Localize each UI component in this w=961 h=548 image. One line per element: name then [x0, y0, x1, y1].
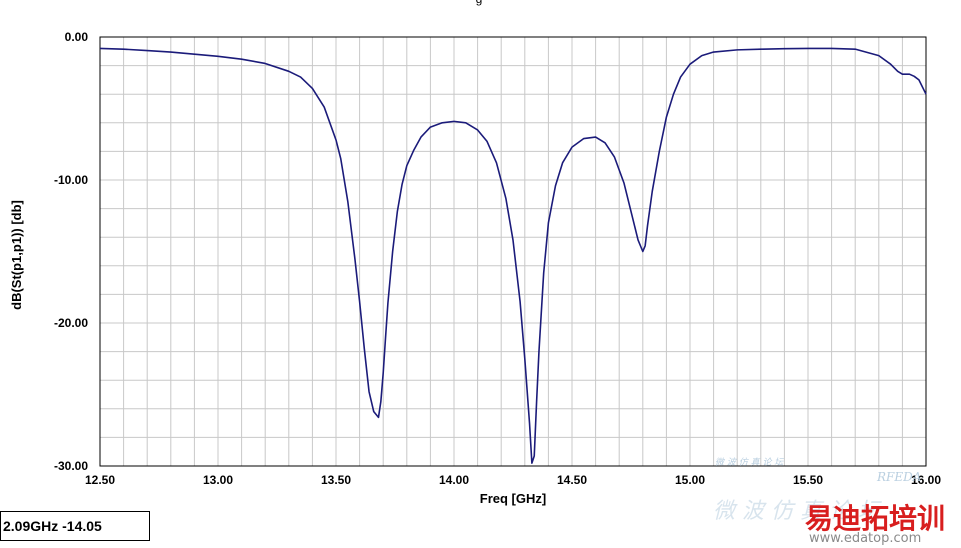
- chart-title-fragment: g: [476, 0, 483, 6]
- y-tick-label: -30.00: [54, 459, 88, 473]
- marker-readout: 2.09GHz -14.05: [0, 511, 150, 541]
- y-axis: 0.00 -10.00 -20.00 -30.00: [54, 30, 88, 473]
- x-tick-label: 15.50: [793, 473, 823, 487]
- x-tick-label: 13.50: [321, 473, 351, 487]
- x-tick-label: 15.00: [675, 473, 705, 487]
- x-axis: 12.50 13.00 13.50 14.00 14.50 15.00 15.50 16.00: [85, 473, 941, 487]
- y-axis-label: dB(St(p1,p1)) [db]: [9, 200, 24, 310]
- x-tick-label: 14.00: [439, 473, 469, 487]
- series-line-s11: [99, 47, 927, 464]
- x-tick-label: 13.00: [203, 473, 233, 487]
- y-tick-label: -20.00: [54, 316, 88, 330]
- plot-frame: [99, 36, 927, 467]
- x-tick-label: 14.50: [557, 473, 587, 487]
- x-tick-label: 12.50: [85, 473, 115, 487]
- x-axis-label: Freq [GHz]: [480, 491, 546, 506]
- x-tick-label: 16.00: [911, 473, 941, 487]
- grid: [100, 37, 926, 466]
- y-tick-label: 0.00: [65, 30, 89, 44]
- y-tick-label: -10.00: [54, 173, 88, 187]
